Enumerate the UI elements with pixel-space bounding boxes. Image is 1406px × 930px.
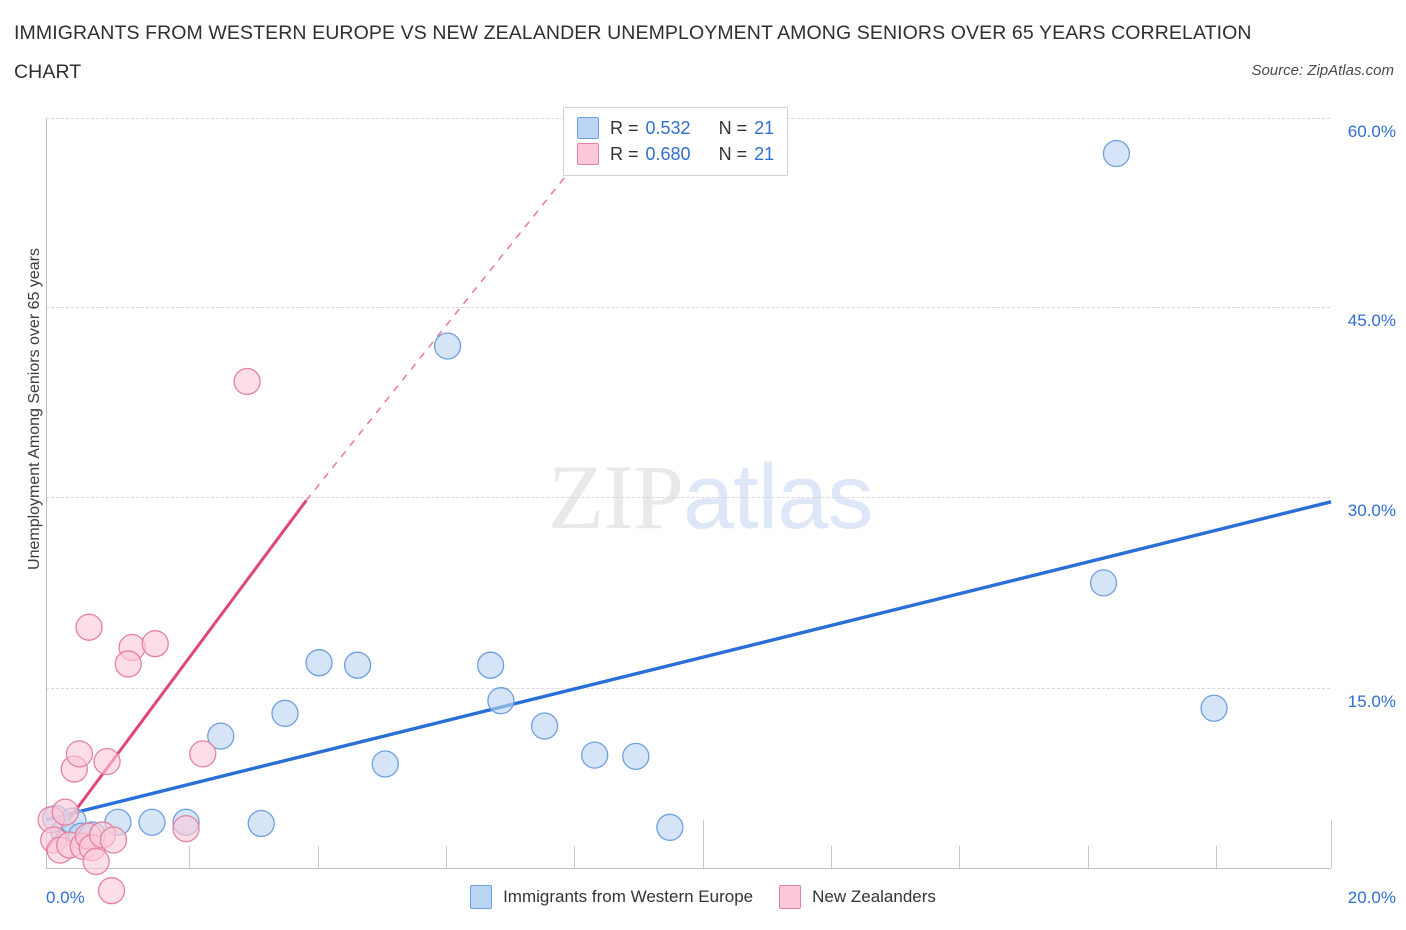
x-tick-minor — [574, 846, 575, 868]
gridline-15 — [46, 688, 1330, 689]
legend-item-label: New Zealanders — [812, 887, 936, 906]
y-axis-line — [46, 118, 47, 869]
legend-color-swatch — [470, 885, 493, 909]
source-attribution: Source: ZipAtlas.com — [1251, 62, 1394, 79]
x-tick-minor — [831, 846, 832, 868]
y-tick-label-30: 30.0% — [1347, 501, 1396, 520]
y-tick-label-45: 45.0% — [1347, 311, 1396, 330]
chart-title-line-1: IMMIGRANTS FROM WESTERN EUROPE VS NEW ZE… — [14, 22, 1252, 44]
x-axis-line — [46, 868, 1331, 869]
series-legend: Immigrants from Western Europe New Zeala… — [0, 885, 1406, 909]
n-value-blue: 21 — [754, 117, 775, 138]
x-tick-minor — [189, 846, 190, 868]
legend-item-new-zealanders[interactable]: New Zealanders — [779, 885, 936, 909]
n-label-blue: N = — [718, 117, 748, 138]
stats-row-blue: R = 0.532 N = 21 — [577, 115, 774, 141]
x-tick-minor — [1216, 846, 1217, 868]
chart-title-line-2: CHART — [14, 61, 82, 83]
r-value-pink: 0.680 — [645, 143, 691, 164]
legend-item-label: Immigrants from Western Europe — [503, 887, 754, 906]
r-value-blue: 0.532 — [645, 117, 691, 138]
correlation-stats-legend: R = 0.532 N = 21 R = 0.680 N = 21 — [563, 107, 789, 176]
x-tick-minor — [959, 846, 960, 868]
n-label-pink: N = — [718, 143, 748, 164]
legend-swatch-immigrants — [577, 117, 599, 139]
r-label-pink: R = — [610, 143, 639, 164]
gridline-30 — [46, 497, 1330, 498]
x-tick-minor — [1088, 846, 1089, 868]
x-tick-major — [1331, 820, 1332, 868]
legend-item-immigrants-from-western-europe[interactable]: Immigrants from Western Europe — [470, 885, 753, 909]
x-tick-label-min: 0.0% — [46, 888, 85, 907]
r-label-blue: R = — [610, 117, 639, 138]
plot-area — [46, 118, 1330, 868]
y-tick-label-15: 15.0% — [1347, 692, 1396, 711]
x-tick-minor — [446, 846, 447, 868]
x-tick-minor — [318, 846, 319, 868]
x-tick-major — [703, 820, 704, 868]
legend-color-swatch — [779, 885, 802, 909]
n-value-pink: 21 — [754, 143, 775, 164]
stats-row-pink: R = 0.680 N = 21 — [577, 141, 774, 167]
legend-swatch-new-zealanders — [577, 143, 599, 165]
x-tick-label-max: 20.0% — [1347, 888, 1396, 907]
y-tick-label-60: 60.0% — [1347, 122, 1396, 141]
y-axis-title: Unemployment Among Seniors over 65 years — [26, 248, 43, 570]
gridline-45 — [46, 307, 1330, 308]
